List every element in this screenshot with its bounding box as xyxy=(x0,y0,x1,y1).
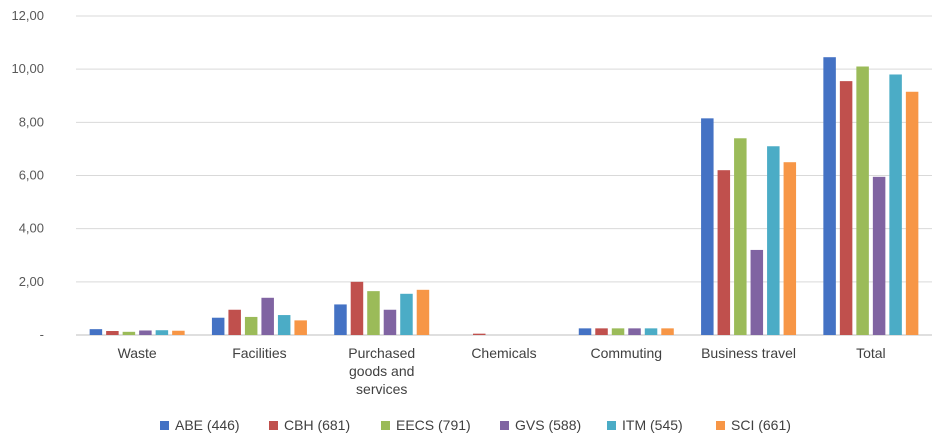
bar xyxy=(595,328,608,335)
bar xyxy=(172,331,185,335)
bar xyxy=(294,320,307,335)
bar xyxy=(751,250,764,335)
bar xyxy=(212,318,225,335)
gridlines xyxy=(76,16,932,335)
bar xyxy=(734,138,747,335)
y-tick-label: 8,00 xyxy=(19,114,44,129)
legend: ABE (446) CBH (681) EECS (791) GVS (588) ITM… xyxy=(160,417,791,433)
bar xyxy=(156,330,169,335)
legend-swatch xyxy=(607,421,616,430)
bar xyxy=(628,328,641,335)
x-axis: Waste Facilities Purchased goods and service… xyxy=(118,345,886,397)
bar xyxy=(612,328,625,335)
bar xyxy=(873,177,886,335)
y-tick-label: 10,00 xyxy=(11,61,44,76)
x-tick-label: Facilities xyxy=(232,345,286,361)
legend-swatch xyxy=(500,421,509,430)
legend-label: ABE (446) xyxy=(175,417,240,433)
bar xyxy=(278,315,291,335)
bar xyxy=(823,57,836,335)
bar xyxy=(106,331,119,335)
bar xyxy=(139,330,152,335)
legend-swatch xyxy=(381,421,390,430)
x-tick-label: Chemicals xyxy=(471,345,536,361)
bar xyxy=(767,146,780,335)
legend-label: EECS (791) xyxy=(396,417,471,433)
bar xyxy=(261,298,274,335)
bar xyxy=(856,67,869,335)
bar xyxy=(367,291,380,335)
y-tick-label: 2,00 xyxy=(19,274,44,289)
bar xyxy=(228,310,241,335)
bar xyxy=(906,92,919,335)
legend-swatch xyxy=(160,421,169,430)
bar xyxy=(579,328,592,335)
x-tick-label: Commuting xyxy=(590,345,662,361)
bars xyxy=(90,57,919,335)
y-tick-label: - xyxy=(40,327,44,342)
x-tick-label: Business travel xyxy=(701,345,796,361)
bar xyxy=(718,170,731,335)
legend-label: CBH (681) xyxy=(284,417,350,433)
bar xyxy=(701,118,714,335)
y-tick-label: 6,00 xyxy=(19,168,44,183)
bar xyxy=(334,304,347,335)
y-tick-label: 4,00 xyxy=(19,221,44,236)
y-tick-label: 12,00 xyxy=(11,8,44,23)
bar xyxy=(645,328,658,335)
bar xyxy=(123,332,135,335)
bar xyxy=(889,74,902,335)
bar xyxy=(840,81,853,335)
legend-swatch xyxy=(716,421,725,430)
bar xyxy=(417,290,430,335)
legend-label: ITM (545) xyxy=(622,417,683,433)
x-tick-label: services xyxy=(356,381,407,397)
x-tick-label: goods and xyxy=(349,363,414,379)
bar xyxy=(245,317,258,335)
y-axis: - 2,00 4,00 6,00 8,00 10,00 12,00 xyxy=(11,8,44,342)
bar xyxy=(351,282,364,335)
bar xyxy=(384,310,397,335)
x-tick-label: Purchased xyxy=(348,345,415,361)
bar xyxy=(661,328,674,335)
bar xyxy=(90,329,103,335)
legend-label: GVS (588) xyxy=(515,417,581,433)
legend-label: SCI (661) xyxy=(731,417,791,433)
x-tick-label: Waste xyxy=(118,345,157,361)
legend-swatch xyxy=(269,421,278,430)
x-tick-label: Total xyxy=(856,345,886,361)
bar xyxy=(784,162,797,335)
bar xyxy=(400,294,413,335)
bar xyxy=(473,334,486,335)
